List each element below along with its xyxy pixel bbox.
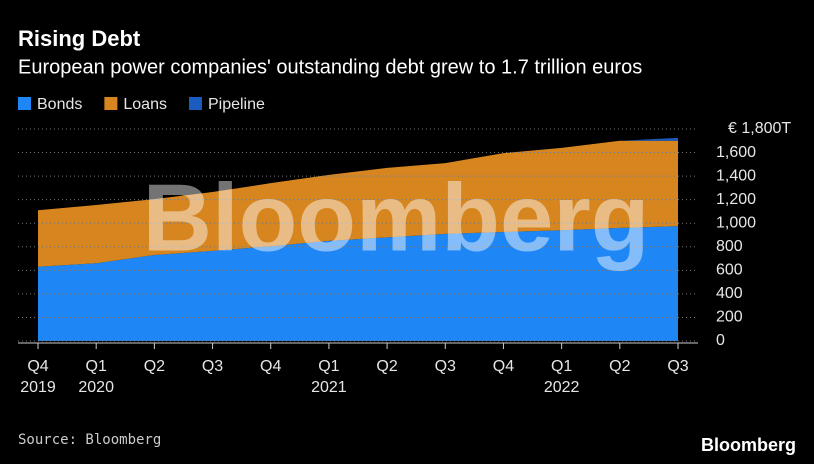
logo: Bloomberg bbox=[701, 435, 796, 455]
x-tick-label: Q4 bbox=[260, 358, 281, 375]
y-tick-label: 600 bbox=[716, 262, 743, 279]
chart-subtitle: European power companies' outstanding de… bbox=[18, 56, 642, 78]
x-tick-label: Q2 bbox=[144, 358, 165, 375]
y-tick-label: 1,000 bbox=[716, 214, 756, 231]
x-tick-label: Q1 bbox=[318, 358, 339, 375]
x-year-label: 2021 bbox=[311, 379, 347, 396]
x-tick-label: Q2 bbox=[376, 358, 397, 375]
x-tick-label: Q4 bbox=[27, 358, 48, 375]
x-tick-label: Q1 bbox=[551, 358, 572, 375]
x-tick-label: Q1 bbox=[86, 358, 107, 375]
x-tick-label: Q2 bbox=[609, 358, 630, 375]
x-year-label: 2022 bbox=[544, 379, 580, 396]
legend-label: Pipeline bbox=[208, 96, 265, 113]
area bbox=[38, 226, 678, 341]
legend-swatch bbox=[18, 97, 31, 110]
y-tick-label: 1,200 bbox=[716, 191, 756, 208]
y-tick-label: 400 bbox=[716, 285, 743, 302]
area bbox=[38, 140, 678, 267]
y-tick-label: 1,600 bbox=[716, 144, 756, 161]
y-tick-label: 0 bbox=[716, 332, 725, 349]
source: Source: Bloomberg bbox=[18, 432, 161, 448]
legend-swatch bbox=[188, 97, 202, 110]
legend-swatch bbox=[104, 97, 118, 110]
x-tick-label: Q3 bbox=[435, 358, 456, 375]
watermark: Bloomberg bbox=[143, 164, 650, 271]
x-tick-label: Q3 bbox=[667, 358, 688, 375]
y-tick-label: 1,400 bbox=[716, 167, 756, 184]
x-year-label: 2019 bbox=[20, 379, 56, 396]
legend-label: Loans bbox=[123, 96, 167, 113]
y-tick-label: € 1,800T bbox=[728, 120, 791, 137]
x-year-label: 2020 bbox=[78, 379, 114, 396]
x-tick-label: Q3 bbox=[202, 358, 223, 375]
x-tick-label: Q4 bbox=[493, 358, 514, 375]
chart-title: Rising Debt bbox=[18, 26, 141, 51]
y-tick-label: 800 bbox=[716, 238, 743, 255]
y-tick-label: 200 bbox=[716, 309, 743, 326]
legend-label: Bonds bbox=[37, 96, 82, 113]
